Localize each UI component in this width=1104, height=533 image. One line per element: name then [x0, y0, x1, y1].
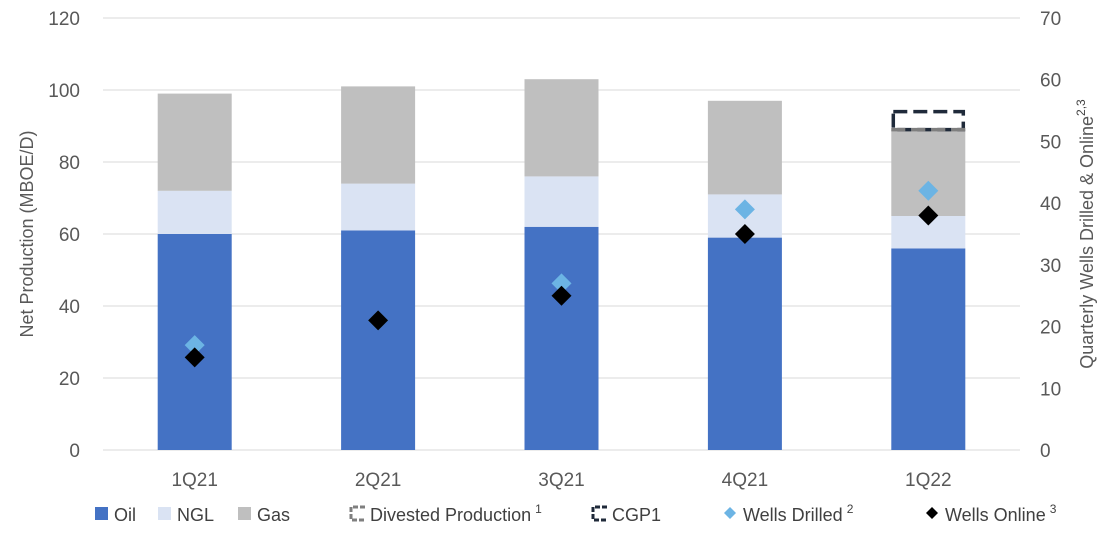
- right-tick-label: 50: [1040, 132, 1061, 153]
- legend-swatch-wells-online: [926, 507, 938, 519]
- legend-label-ngl: NGL: [177, 505, 214, 525]
- legend-swatch-wells-drilled: [724, 507, 736, 519]
- legend-swatch-gas: [238, 507, 251, 520]
- wells-drilled-point: [918, 180, 939, 201]
- right-tick-label: 0: [1040, 441, 1051, 462]
- bar-segment-ngl: [157, 190, 232, 234]
- category-tick-label: 1Q21: [171, 470, 217, 491]
- bar-segment-oil: [341, 230, 416, 450]
- bar-segment-oil: [524, 226, 599, 450]
- bar-segment-gas: [891, 129, 966, 216]
- right-tick-label: 20: [1040, 318, 1061, 339]
- wells-online-point: [184, 347, 205, 368]
- left-tick-label: 80: [59, 153, 80, 174]
- left-tick-label: 40: [59, 297, 80, 318]
- legend-label-wells-online: Wells Online 3: [945, 502, 1057, 525]
- legend-label-cgp1: CGP1: [612, 505, 661, 525]
- legend-item: CGP1: [591, 505, 661, 525]
- category-tick-label: 1Q22: [905, 470, 951, 491]
- right-axis-ticks: 0 10 20 30 40 50 60 70: [1040, 9, 1061, 462]
- left-tick-label: 60: [59, 225, 80, 246]
- bar-segment-gas: [341, 86, 416, 184]
- legend-label-gas: Gas: [257, 505, 290, 525]
- right-tick-label: 10: [1040, 379, 1061, 400]
- wells-drilled-point: [734, 199, 755, 220]
- bar-segment-gas: [157, 93, 232, 191]
- legend-item: NGL: [158, 505, 214, 525]
- wells-online-point: [551, 285, 572, 306]
- right-axis-title: Quarterly Wells Drilled & Online2,3: [1074, 99, 1097, 369]
- right-tick-label: 30: [1040, 256, 1061, 277]
- left-tick-label: 100: [48, 81, 80, 102]
- right-axis-title-text: Quarterly Wells Drilled & Online: [1077, 116, 1097, 369]
- legend-swatch-cgp1: [591, 505, 607, 522]
- legend-item: Wells Drilled 2: [724, 502, 854, 525]
- bar-segment-oil: [891, 248, 966, 450]
- category-axis-ticks: 1Q21 2Q21 3Q21 4Q21 1Q22: [171, 470, 951, 491]
- right-tick-label: 40: [1040, 194, 1061, 215]
- legend-swatch-ngl: [158, 507, 171, 520]
- right-tick-label: 70: [1040, 9, 1061, 30]
- legend-swatch-divested-production: [349, 505, 365, 522]
- category-tick-label: 4Q21: [722, 470, 768, 491]
- legend-label-divested-production: Divested Production 1: [370, 502, 542, 525]
- left-axis-ticks: 0 20 40 60 80 100 120: [48, 9, 80, 462]
- legend-item: Oil: [95, 505, 136, 525]
- bar-segment-gas: [707, 100, 782, 195]
- wells-drilled-point: [551, 273, 572, 294]
- legend-item: Gas: [238, 505, 290, 525]
- legend-sup-wells-online: 3: [1050, 502, 1057, 516]
- wells-drilled-point: [184, 335, 205, 356]
- bar-segment-cgp1: [891, 109, 966, 132]
- legend-swatch-oil: [95, 507, 108, 520]
- legend-sup-wells-drilled: 2: [847, 502, 854, 516]
- left-tick-label: 20: [59, 369, 80, 390]
- stacked-bars: [157, 79, 966, 450]
- left-tick-label: 120: [48, 9, 80, 30]
- bar-segment-ngl: [524, 176, 599, 227]
- wells-online-point: [918, 205, 939, 226]
- legend: Oil NGL Gas Divested Production 1 CGP1 Wells D…: [95, 502, 1057, 525]
- bar-segment-oil: [707, 237, 782, 450]
- wells-online-point: [734, 224, 755, 244]
- category-tick-label: 2Q21: [355, 470, 401, 491]
- well-markers: [184, 180, 939, 368]
- legend-item: Divested Production 1: [349, 502, 542, 525]
- left-tick-label: 0: [69, 441, 80, 462]
- bar-segment-gas: [524, 79, 599, 177]
- right-axis-title-sup: 2,3: [1074, 99, 1088, 116]
- wells-online-point: [368, 310, 389, 331]
- category-tick-label: 3Q21: [538, 470, 584, 491]
- left-axis-title: Net Production (MBOE/D): [17, 130, 37, 337]
- legend-label-oil: Oil: [114, 505, 136, 525]
- legend-sup-divested-production: 1: [535, 502, 542, 516]
- legend-item: Wells Online 3: [926, 502, 1057, 525]
- right-tick-label: 60: [1040, 71, 1061, 92]
- legend-label-wells-drilled: Wells Drilled 2: [743, 502, 854, 525]
- bar-segment-ngl: [341, 183, 416, 231]
